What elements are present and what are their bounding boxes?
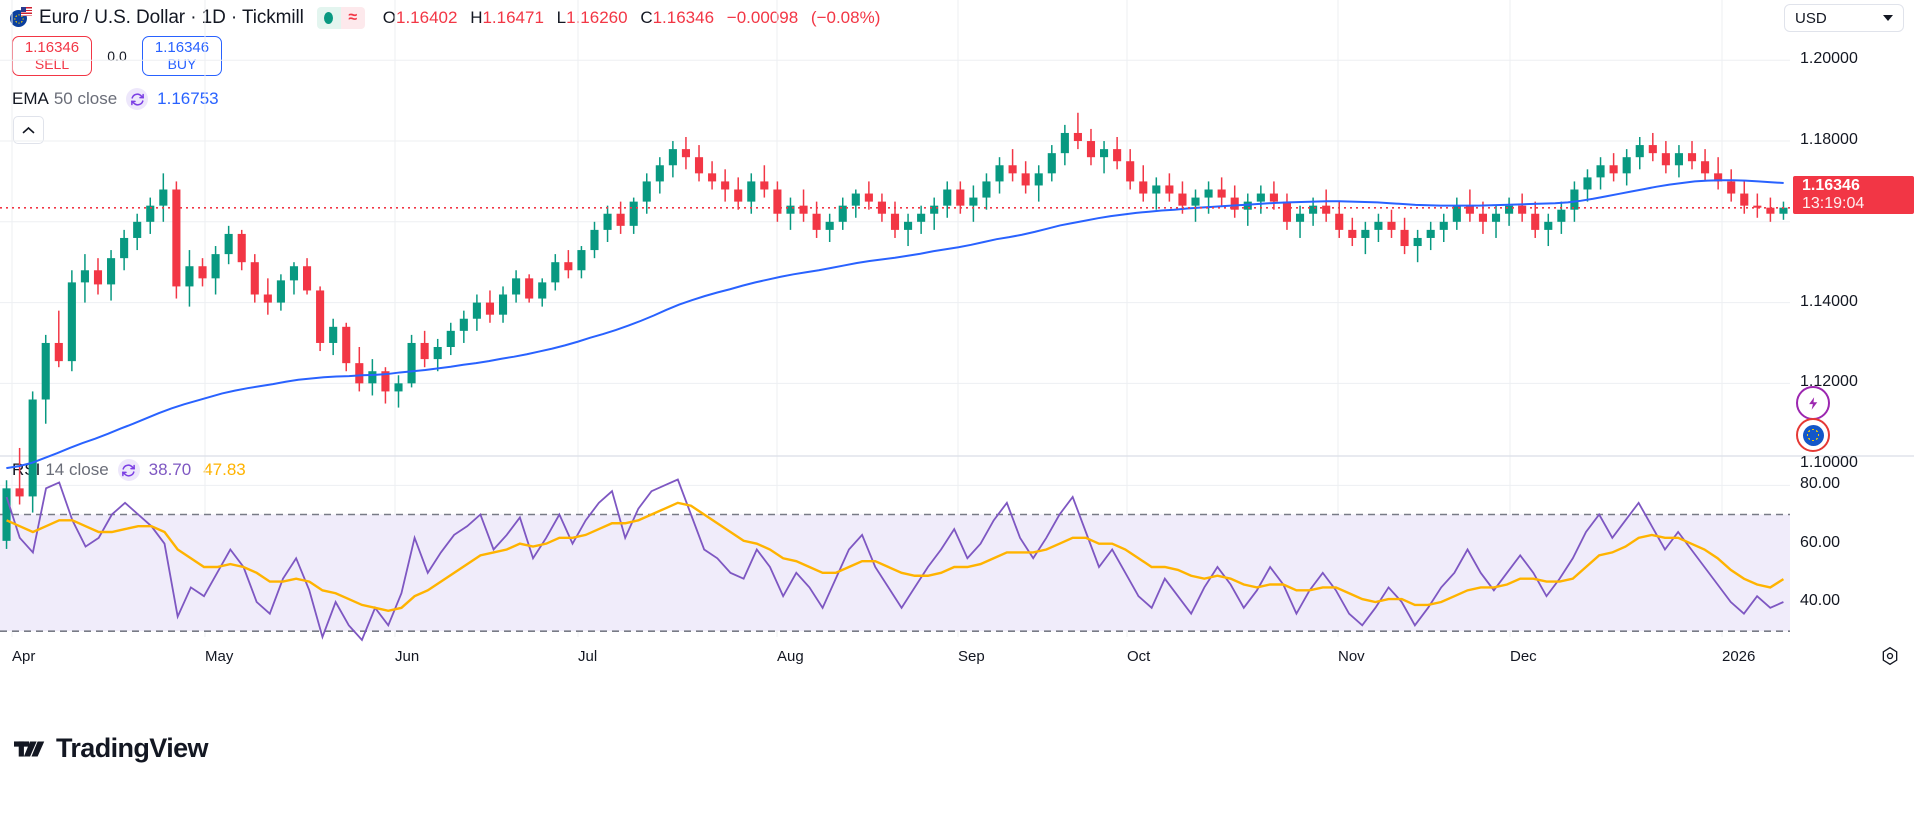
countdown-timer: 13:19:04: [1802, 195, 1865, 212]
candle-mode-icon[interactable]: [316, 7, 341, 29]
ema-legend-params: 50 close: [53, 89, 118, 108]
currency-select-value: USD: [1795, 9, 1827, 27]
tilde-icon[interactable]: ≈: [340, 7, 365, 29]
time-axis-label: Oct: [1127, 648, 1151, 665]
rsi-ma-legend-value: 47.83: [203, 460, 246, 479]
low-value: 1.16260: [566, 8, 628, 27]
close-label: C: [640, 8, 653, 27]
high-label: H: [470, 8, 483, 27]
time-settings-button[interactable]: [1878, 644, 1902, 668]
refresh-icon[interactable]: [126, 88, 149, 110]
chart-header: Euro / U.S. Dollar · 1D · Tickmill ≈ O1.…: [0, 0, 1914, 36]
price-axis-label: 1.10000: [1800, 454, 1858, 472]
time-axis-label: May: [205, 648, 234, 665]
tradingview-watermark-text: TradingView: [56, 733, 209, 763]
price-axis-label: 1.18000: [1800, 131, 1858, 149]
time-axis-label: Nov: [1338, 648, 1365, 665]
time-axis-label: Jul: [578, 648, 598, 665]
current-price-tag: 1.16346 13:19:04: [1793, 176, 1914, 214]
change-value: −0.00098: [726, 8, 799, 27]
time-axis-label: Sep: [958, 648, 985, 665]
chevron-down-icon: [1883, 15, 1893, 21]
collapse-legend-button[interactable]: [13, 116, 44, 144]
sell-price: 1.16346: [24, 39, 80, 56]
ema-indicator-legend[interactable]: EMA 50 close 1.16753: [12, 88, 231, 110]
time-axis-label: Aug: [777, 648, 804, 665]
eu-flag-badge[interactable]: [1796, 418, 1830, 452]
current-price: 1.16346: [1802, 177, 1860, 194]
tradingview-logo-icon: [14, 740, 45, 757]
close-value: 1.16346: [652, 8, 715, 27]
eu-flag-icon: [1802, 424, 1824, 446]
ohlc-values: O1.16402 H1.16471 L1.16260 C1.16346 −0.0…: [383, 8, 881, 28]
open-label: O: [382, 8, 396, 27]
buy-price: 1.16346: [154, 39, 210, 56]
rsi-axis-label: 40.00: [1800, 592, 1841, 609]
low-label: L: [556, 8, 567, 27]
ema-legend-value: 1.16753: [157, 89, 219, 108]
price-axis-label: 1.12000: [1800, 373, 1858, 391]
lightning-icon: [1808, 396, 1817, 410]
time-axis-label: 2026: [1722, 648, 1756, 665]
clock-settings-icon: [1882, 646, 1898, 666]
chart-style-badges[interactable]: ≈: [316, 7, 365, 29]
refresh-icon[interactable]: [117, 459, 140, 481]
rsi-legend-value: 38.70: [148, 460, 192, 479]
rsi-axis-label: 60.00: [1800, 533, 1841, 551]
price-axis-label: 1.20000: [1800, 50, 1858, 68]
symbol-title[interactable]: Euro / U.S. Dollar · 1D · Tickmill: [39, 7, 304, 28]
time-axis-label: Jun: [395, 648, 420, 665]
rsi-axis-label: 80.00: [1800, 475, 1841, 493]
ema-legend-name: EMA: [12, 89, 49, 108]
time-axis-label: Apr: [12, 648, 36, 665]
chevron-up-icon: [22, 126, 35, 133]
time-axis-label: Dec: [1510, 648, 1537, 665]
currency-select[interactable]: USD: [1784, 4, 1904, 32]
high-value: 1.16471: [482, 8, 544, 27]
price-axis-label: 1.14000: [1800, 292, 1858, 310]
tradingview-watermark: TradingView: [14, 733, 209, 764]
eu-us-flag-icon: [10, 7, 32, 29]
change-percent: (−0.08%): [810, 8, 881, 27]
rsi-legend-params: 14 close: [45, 460, 109, 479]
open-value: 1.16402: [396, 8, 458, 27]
